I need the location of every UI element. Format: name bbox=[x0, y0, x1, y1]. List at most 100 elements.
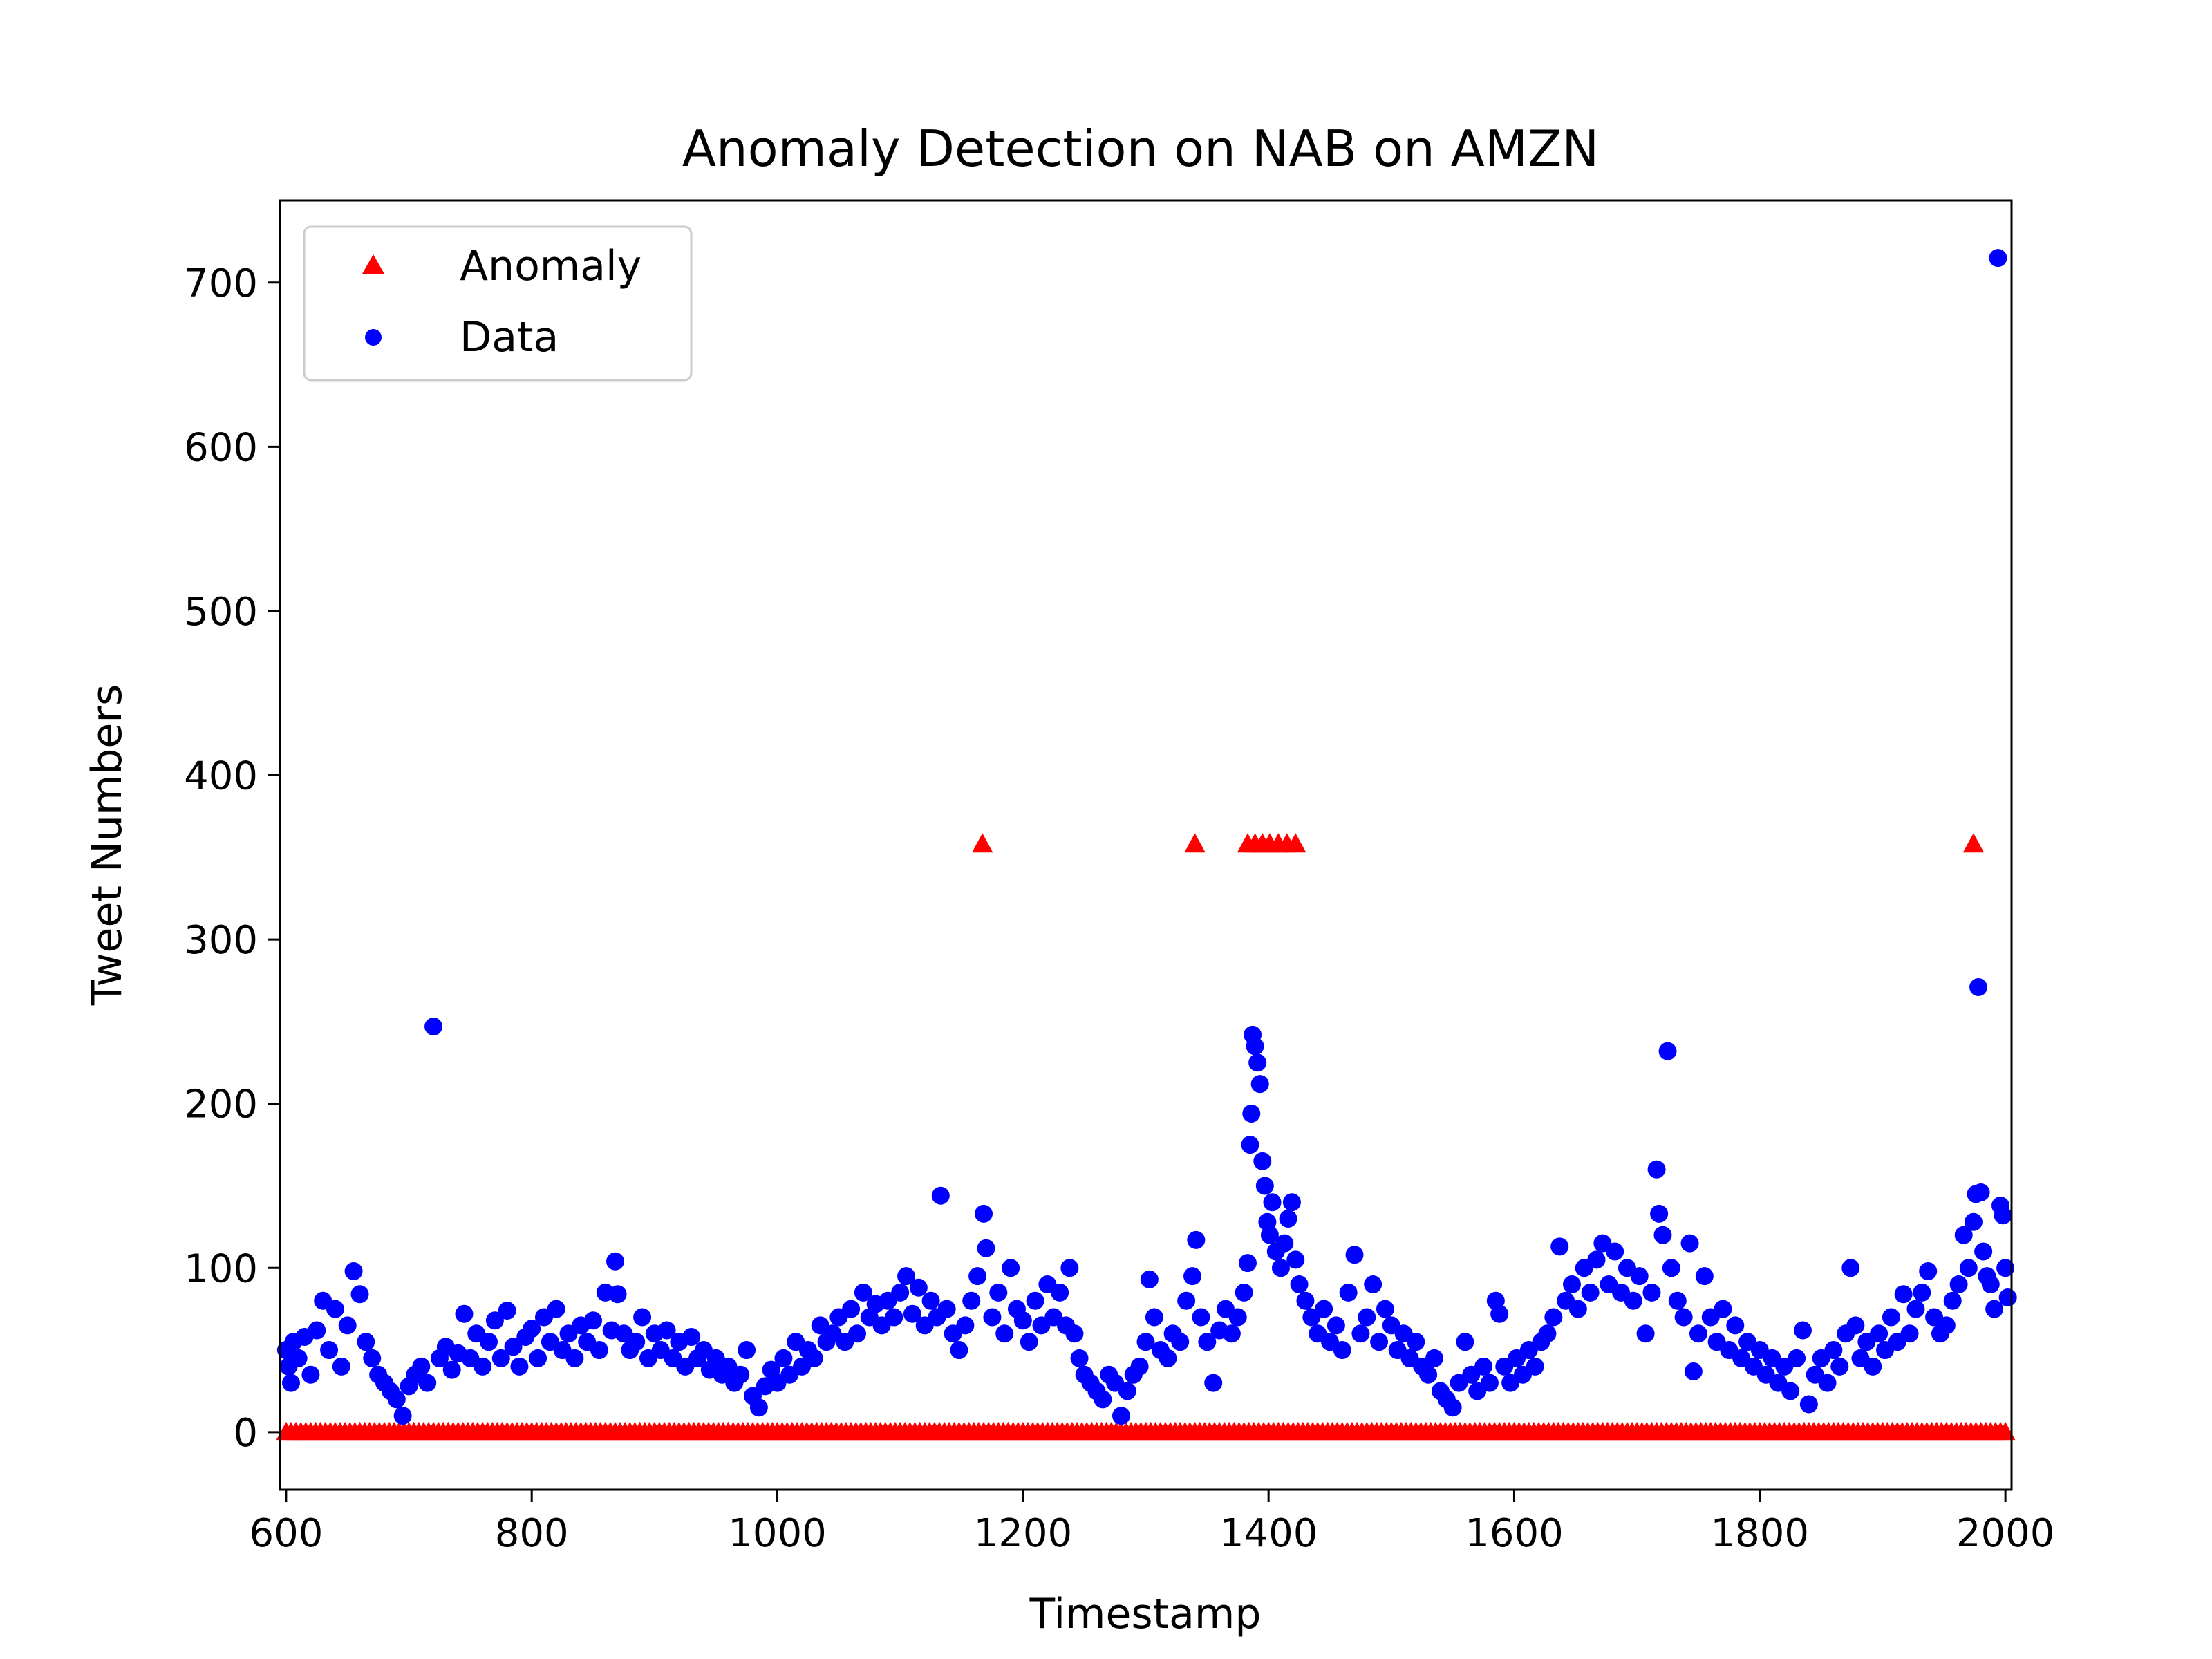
data-point bbox=[1271, 1259, 1290, 1277]
x-tick-label: 600 bbox=[249, 1511, 323, 1556]
data-point bbox=[363, 1349, 382, 1367]
data-point bbox=[1695, 1267, 1714, 1286]
x-axis: 600 800 1000 1200 1400 1600 1800 2000 bbox=[249, 1490, 2054, 1556]
data-point bbox=[1680, 1234, 1699, 1253]
data-point bbox=[1906, 1300, 1925, 1318]
data-point bbox=[977, 1239, 995, 1257]
data-point bbox=[921, 1291, 940, 1310]
data-point bbox=[1793, 1321, 1812, 1340]
y-axis: 0 100 200 300 400 500 600 700 bbox=[184, 261, 280, 1456]
data-point bbox=[1658, 1042, 1677, 1060]
data-point bbox=[393, 1407, 412, 1425]
data-point bbox=[1238, 1254, 1257, 1273]
anomaly-point bbox=[1962, 833, 1985, 853]
x-tick-label: 1200 bbox=[974, 1511, 1073, 1556]
data-point bbox=[308, 1321, 326, 1340]
data-point bbox=[1118, 1382, 1136, 1400]
data-point bbox=[1419, 1365, 1438, 1384]
data-point bbox=[633, 1308, 652, 1327]
data-point bbox=[1198, 1333, 1217, 1351]
data-point bbox=[1964, 1212, 1983, 1231]
data-point bbox=[608, 1285, 627, 1304]
data-point bbox=[1260, 1226, 1279, 1244]
data-point bbox=[1846, 1316, 1865, 1335]
data-point bbox=[1949, 1275, 1968, 1294]
data-point bbox=[1248, 1053, 1267, 1072]
data-point bbox=[1002, 1259, 1020, 1277]
data-point bbox=[1788, 1349, 1806, 1367]
data-point bbox=[903, 1304, 921, 1323]
data-point bbox=[1255, 1177, 1274, 1195]
data-point bbox=[1136, 1333, 1155, 1351]
y-tick-label: 200 bbox=[184, 1082, 258, 1127]
data-point bbox=[1959, 1259, 1978, 1277]
data-point bbox=[584, 1311, 603, 1330]
x-tick-label: 2000 bbox=[1956, 1511, 2055, 1556]
data-point bbox=[1351, 1324, 1370, 1343]
data-point bbox=[1668, 1291, 1687, 1310]
data-point bbox=[301, 1365, 320, 1384]
data-point bbox=[1345, 1246, 1364, 1264]
data-point bbox=[1647, 1160, 1666, 1179]
data-point bbox=[1989, 249, 2007, 268]
data-point bbox=[1235, 1283, 1253, 1302]
data-point bbox=[885, 1308, 903, 1327]
data-point bbox=[1279, 1209, 1297, 1228]
data-point bbox=[738, 1341, 756, 1360]
data-point bbox=[1981, 1275, 2000, 1294]
data-point bbox=[1159, 1349, 1177, 1367]
y-tick-label: 0 bbox=[233, 1411, 258, 1456]
data-point bbox=[289, 1349, 308, 1367]
data-point bbox=[1818, 1374, 1837, 1392]
data-point bbox=[1286, 1250, 1305, 1269]
data-point bbox=[1538, 1324, 1557, 1343]
data-point bbox=[498, 1302, 516, 1320]
data-point bbox=[1065, 1324, 1084, 1343]
y-tick-label: 100 bbox=[184, 1246, 258, 1291]
data-point bbox=[1253, 1152, 1272, 1170]
anomaly-point bbox=[1184, 833, 1206, 853]
legend-anomaly-marker bbox=[362, 254, 384, 274]
data-point bbox=[326, 1300, 344, 1318]
data-point bbox=[1974, 1242, 1993, 1261]
data-point bbox=[357, 1333, 375, 1351]
data-point bbox=[1228, 1308, 1247, 1327]
data-point bbox=[1140, 1270, 1159, 1288]
data-point bbox=[1263, 1193, 1282, 1212]
data-point bbox=[510, 1357, 529, 1376]
data-point bbox=[749, 1398, 768, 1417]
x-tick-label: 800 bbox=[495, 1511, 569, 1556]
data-point bbox=[962, 1291, 981, 1310]
data-point bbox=[968, 1267, 987, 1286]
data-point bbox=[1662, 1259, 1680, 1277]
legend-data-label: Data bbox=[460, 313, 559, 362]
data-point bbox=[931, 1186, 950, 1205]
data-point bbox=[1407, 1333, 1425, 1351]
data-point bbox=[418, 1374, 437, 1392]
y-tick-label: 700 bbox=[184, 261, 258, 306]
data-point bbox=[1642, 1283, 1661, 1302]
data-point bbox=[1781, 1382, 1800, 1400]
data-point bbox=[1630, 1267, 1649, 1286]
data-point bbox=[897, 1267, 916, 1286]
data-point bbox=[1364, 1275, 1382, 1294]
data-point bbox=[1985, 1300, 2004, 1318]
data-point bbox=[1204, 1374, 1223, 1392]
data-point bbox=[1937, 1316, 1956, 1335]
data-point bbox=[1333, 1341, 1351, 1360]
data-point bbox=[1971, 1183, 1990, 1201]
data-point bbox=[455, 1304, 474, 1323]
data-point bbox=[1051, 1283, 1069, 1302]
data-point bbox=[1841, 1259, 1860, 1277]
legend-box bbox=[303, 225, 693, 382]
data-point bbox=[627, 1333, 646, 1351]
data-point bbox=[1183, 1267, 1202, 1286]
data-point bbox=[1370, 1333, 1389, 1351]
data-point bbox=[1994, 1206, 2012, 1225]
data-point bbox=[1653, 1226, 1672, 1244]
data-point bbox=[1013, 1311, 1032, 1330]
data-point bbox=[950, 1341, 968, 1360]
data-point bbox=[956, 1316, 975, 1335]
data-point bbox=[504, 1338, 523, 1356]
